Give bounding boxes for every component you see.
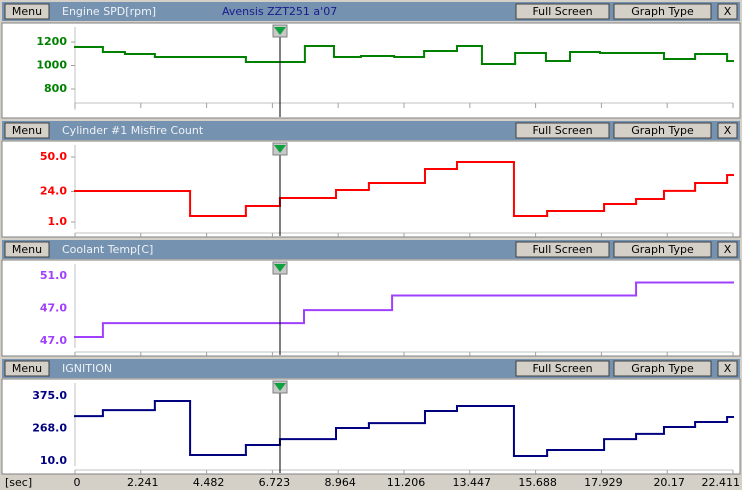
y-tick-label: 375.0 bbox=[32, 389, 67, 402]
y-tick-label: 10.0 bbox=[40, 454, 67, 467]
close-button-label[interactable]: X bbox=[724, 5, 732, 18]
x-tick-label: 4.482 bbox=[193, 476, 225, 489]
menu-button[interactable] bbox=[4, 122, 50, 139]
window-title: Avensis ZZT251 a'07 bbox=[222, 5, 337, 18]
x-tick-label: 6.723 bbox=[259, 476, 291, 489]
full-screen-button-label[interactable]: Full Screen bbox=[532, 362, 592, 375]
x-tick-label: 17.929 bbox=[584, 476, 623, 489]
x-tick-label: 0 bbox=[74, 476, 81, 489]
menu-button[interactable] bbox=[4, 241, 50, 258]
x-tick-label: 22.411 bbox=[702, 476, 741, 489]
close-button[interactable] bbox=[717, 122, 738, 139]
graph-type-button[interactable] bbox=[613, 360, 712, 377]
x-tick-label: 13.447 bbox=[453, 476, 492, 489]
y-tick-label: 1000 bbox=[36, 59, 67, 72]
x-tick-label: 15.688 bbox=[518, 476, 557, 489]
y-tick-label: 800 bbox=[44, 82, 67, 95]
close-button[interactable] bbox=[717, 241, 738, 258]
y-tick-label: 50.0 bbox=[40, 150, 67, 163]
graph-type-button-label[interactable]: Graph Type bbox=[631, 243, 694, 256]
full-screen-button[interactable] bbox=[515, 241, 610, 258]
x-tick-label: 11.206 bbox=[387, 476, 426, 489]
graph-type-button-label[interactable]: Graph Type bbox=[631, 5, 694, 18]
menu-button-label[interactable]: Menu bbox=[12, 362, 42, 375]
full-screen-button-label[interactable]: Full Screen bbox=[532, 5, 592, 18]
full-screen-button[interactable] bbox=[515, 122, 610, 139]
menu-button[interactable] bbox=[4, 3, 50, 20]
panel-title: Coolant Temp[C] bbox=[62, 243, 153, 256]
graph-type-button-label[interactable]: Graph Type bbox=[631, 124, 694, 137]
x-tick-label: 8.964 bbox=[324, 476, 356, 489]
graph-type-button[interactable] bbox=[613, 241, 712, 258]
close-button-label[interactable]: X bbox=[724, 243, 732, 256]
panel-title: IGNITION bbox=[62, 362, 112, 375]
plot-area bbox=[1, 378, 741, 475]
x-axis-label: [sec] bbox=[5, 476, 32, 489]
y-tick-label: 24.0 bbox=[40, 184, 67, 197]
graph-type-button[interactable] bbox=[613, 3, 712, 20]
full-screen-button-label[interactable]: Full Screen bbox=[532, 124, 592, 137]
close-button[interactable] bbox=[717, 3, 738, 20]
y-tick-label: 51.0 bbox=[40, 269, 67, 282]
plot-area bbox=[1, 259, 741, 357]
full-screen-button-label[interactable]: Full Screen bbox=[532, 243, 592, 256]
y-tick-label: 1.0 bbox=[48, 215, 68, 228]
full-screen-button[interactable] bbox=[515, 360, 610, 377]
panel-title: Engine SPD[rpm] bbox=[62, 5, 156, 18]
y-tick-label: 47.0 bbox=[40, 302, 67, 315]
cursor-arrow bbox=[274, 145, 286, 153]
full-screen-button[interactable] bbox=[515, 3, 610, 20]
y-tick-label: 1200 bbox=[36, 35, 67, 48]
plot-area bbox=[1, 140, 741, 238]
plot-area bbox=[1, 22, 741, 119]
panel-title: Cylinder #1 Misfire Count bbox=[62, 124, 204, 137]
close-button[interactable] bbox=[717, 360, 738, 377]
graph-type-button-label[interactable]: Graph Type bbox=[631, 362, 694, 375]
y-tick-label: 268.0 bbox=[32, 422, 67, 435]
menu-button[interactable] bbox=[4, 360, 50, 377]
x-tick-label: 2.241 bbox=[127, 476, 159, 489]
menu-button-label[interactable]: Menu bbox=[12, 5, 42, 18]
graph-type-button[interactable] bbox=[613, 122, 712, 139]
close-button-label[interactable]: X bbox=[724, 124, 732, 137]
cursor-arrow bbox=[274, 27, 286, 35]
x-tick-label: 20.17 bbox=[653, 476, 685, 489]
y-tick-label: 47.0 bbox=[40, 334, 67, 347]
menu-button-label[interactable]: Menu bbox=[12, 124, 42, 137]
close-button-label[interactable]: X bbox=[724, 362, 732, 375]
cursor-arrow bbox=[274, 383, 286, 391]
menu-button-label[interactable]: Menu bbox=[12, 243, 42, 256]
cursor-arrow bbox=[274, 264, 286, 272]
